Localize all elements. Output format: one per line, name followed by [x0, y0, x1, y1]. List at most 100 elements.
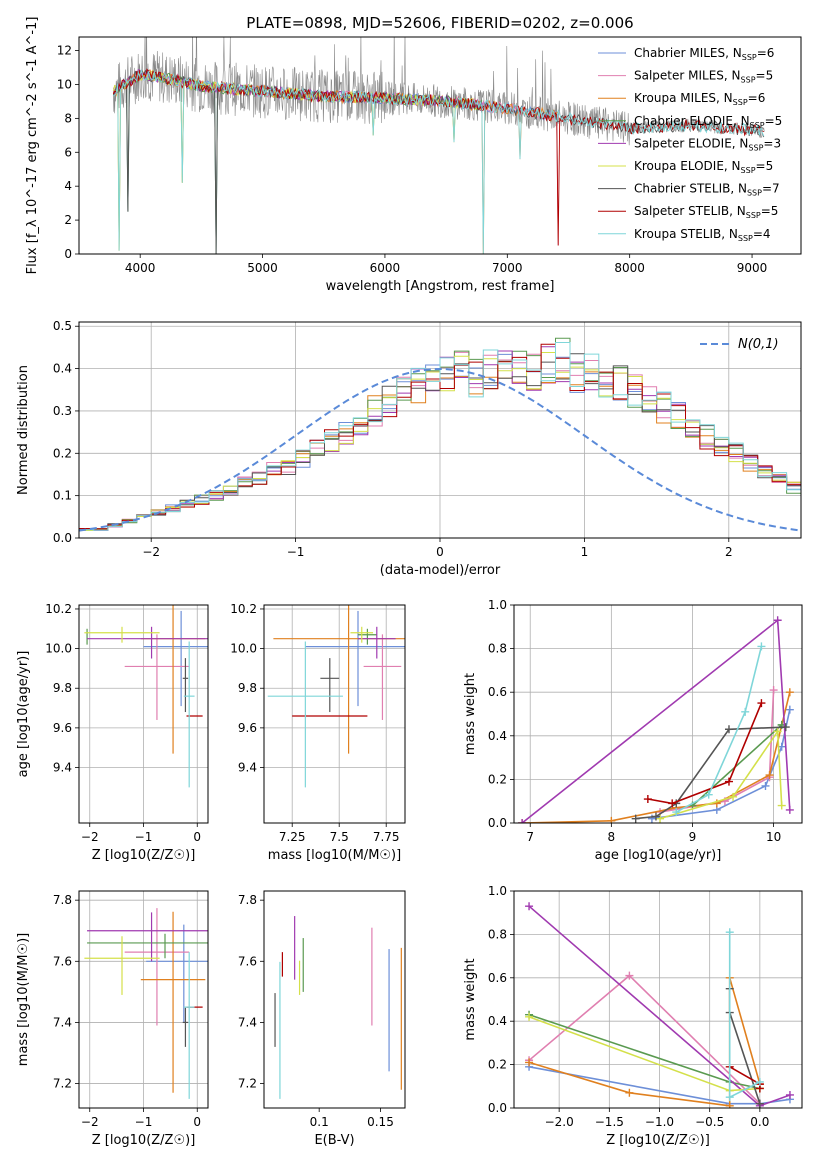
errorbar-point [84, 626, 160, 643]
weight-line [728, 988, 761, 1104]
x-tick-label: −2 [81, 830, 99, 844]
legend-entry: Salpeter MILES, NSSP=5 [634, 69, 773, 85]
plot-area [518, 616, 794, 823]
legend-entry: Chabrier MILES, NSSP=6 [634, 46, 774, 62]
panel-weight_vs_Z: −2.0 −1.5 −1.0 −0.5 0.0 0.0 0.2 0.4 0.6 0.8 1.0 Z [… [463, 884, 803, 1148]
axes-frame [263, 890, 406, 1109]
weight-marker [785, 805, 794, 814]
legend-entry: Kroupa ELODIE, NSSP=5 [634, 159, 773, 175]
chart-title: PLATE=0898, MJD=52606, FIBERID=0202, z=0… [246, 14, 633, 32]
y-tick-label: 7.6 [238, 954, 257, 968]
weight-marker [773, 727, 782, 736]
panel-mass_vs_EBV: 0.1 0.15 7.2 7.4 7.6 7.8 E(B-V) [238, 890, 406, 1148]
y-tick-label: 0.4 [488, 729, 507, 743]
x-tick-label: 8000 [614, 261, 645, 275]
x-tick-label: 7 [526, 830, 534, 844]
errorbar-point [146, 924, 208, 1023]
y-tick-label: 7.6 [53, 954, 72, 968]
axes-frame [78, 36, 802, 255]
errorbar-point [183, 952, 195, 1099]
weight-marker [724, 777, 733, 786]
weight-line [528, 1013, 761, 1090]
legend-entry: Kroupa STELIB, NSSP=4 [634, 227, 771, 243]
plot-area [112, 37, 765, 254]
errorbar-point [140, 605, 206, 754]
x-tick-label: −2 [142, 545, 160, 559]
panel-age_vs_mass: 7.25 7.5 7.75 9.4 9.6 9.8 10.0 10.2 mass [log10(… [230, 602, 406, 863]
legend: Chabrier MILES, NSSP=6 Salpeter MILES, NS… [598, 46, 782, 243]
x-axis-label: Z [log10(Z/Z☉)] [92, 848, 196, 863]
errorbar-point [363, 634, 402, 720]
weight-line [691, 724, 783, 807]
x-axis-label: Z [log10(Z/Z☉)] [92, 1133, 196, 1148]
weight-marker [725, 1101, 734, 1108]
legend-entry: Kroupa MILES, NSSP=6 [634, 91, 765, 107]
legend-entry: Salpeter ELODIE, NSSP=3 [634, 136, 781, 152]
weight-marker [525, 1012, 534, 1021]
errorbar-point [140, 911, 206, 1093]
y-axis-label: Normed distribution [16, 365, 31, 495]
y-tick-label: 10.2 [45, 602, 72, 616]
weight-marker [625, 971, 634, 980]
panel-age_vs_Z: −2 −1 0 9.4 9.6 9.8 10.0 10.2 Z [log10(Z/Z☉)] age… [16, 602, 209, 863]
histogram-series [79, 342, 801, 531]
errorbar-point [124, 634, 190, 720]
weight-marker [757, 642, 766, 651]
weight-marker [785, 688, 794, 697]
axes-frame [78, 604, 209, 824]
weight-marker [765, 771, 774, 780]
y-tick-label: 9.8 [53, 681, 72, 695]
errorbar-point [267, 641, 343, 788]
weight-marker [647, 814, 656, 823]
weight-marker [761, 781, 770, 790]
y-tick-label: 10.2 [230, 602, 257, 616]
y-tick-label: 4 [64, 179, 72, 193]
model-spectrum-line [112, 69, 765, 254]
weight-marker [651, 812, 660, 821]
x-axis-label: age [log10(age/yr)] [595, 848, 722, 863]
x-tick-label: −0.5 [695, 1115, 724, 1129]
y-tick-label: 9.6 [53, 721, 72, 735]
y-tick-label: 10.0 [230, 642, 257, 656]
y-tick-label: 7.8 [53, 893, 72, 907]
weight-marker [781, 723, 790, 732]
x-axis-label: (data-model)/error [380, 563, 501, 578]
weight-marker [672, 808, 681, 817]
y-tick-label: 0.0 [53, 531, 72, 545]
weight-marker [773, 616, 782, 625]
weight-line [528, 1066, 791, 1105]
weight-marker [755, 1099, 764, 1108]
weight-line [521, 618, 791, 823]
y-tick-label: 8 [64, 111, 72, 125]
x-tick-label: 9 [689, 830, 697, 844]
errorbar-point [357, 626, 396, 659]
weight-marker [755, 1077, 764, 1086]
y-tick-label: 0.2 [488, 772, 507, 786]
weight-marker [631, 814, 640, 823]
y-tick-label: 0.6 [488, 971, 507, 985]
axes-frame [78, 890, 209, 1109]
plot-area [79, 337, 801, 532]
axes-frame [513, 890, 803, 1109]
x-tick-label: 0 [193, 1115, 201, 1129]
weight-marker [724, 725, 733, 734]
plot-area [525, 902, 794, 1108]
errorbar-point [124, 908, 190, 1026]
legend-entry: Salpeter STELIB, NSSP=5 [634, 204, 778, 220]
x-tick-label: −1.5 [595, 1115, 624, 1129]
errorbar-point [87, 933, 208, 959]
legend: N(0,1) [700, 337, 779, 352]
x-tick-label: 1 [581, 545, 589, 559]
x-tick-label: 6000 [370, 261, 401, 275]
legend-entry: Chabrier STELIB, NSSP=7 [634, 182, 780, 198]
y-tick-label: 0.2 [53, 446, 72, 460]
weight-marker [668, 799, 677, 808]
weight-marker [625, 1088, 634, 1097]
x-tick-label: 5000 [247, 261, 278, 275]
weight-marker [712, 799, 721, 808]
plot-area [274, 916, 402, 1099]
weight-marker [741, 707, 750, 716]
weight-marker [525, 1058, 534, 1067]
y-tick-label: 0.6 [488, 685, 507, 699]
x-axis-label: E(B-V) [314, 1133, 354, 1148]
